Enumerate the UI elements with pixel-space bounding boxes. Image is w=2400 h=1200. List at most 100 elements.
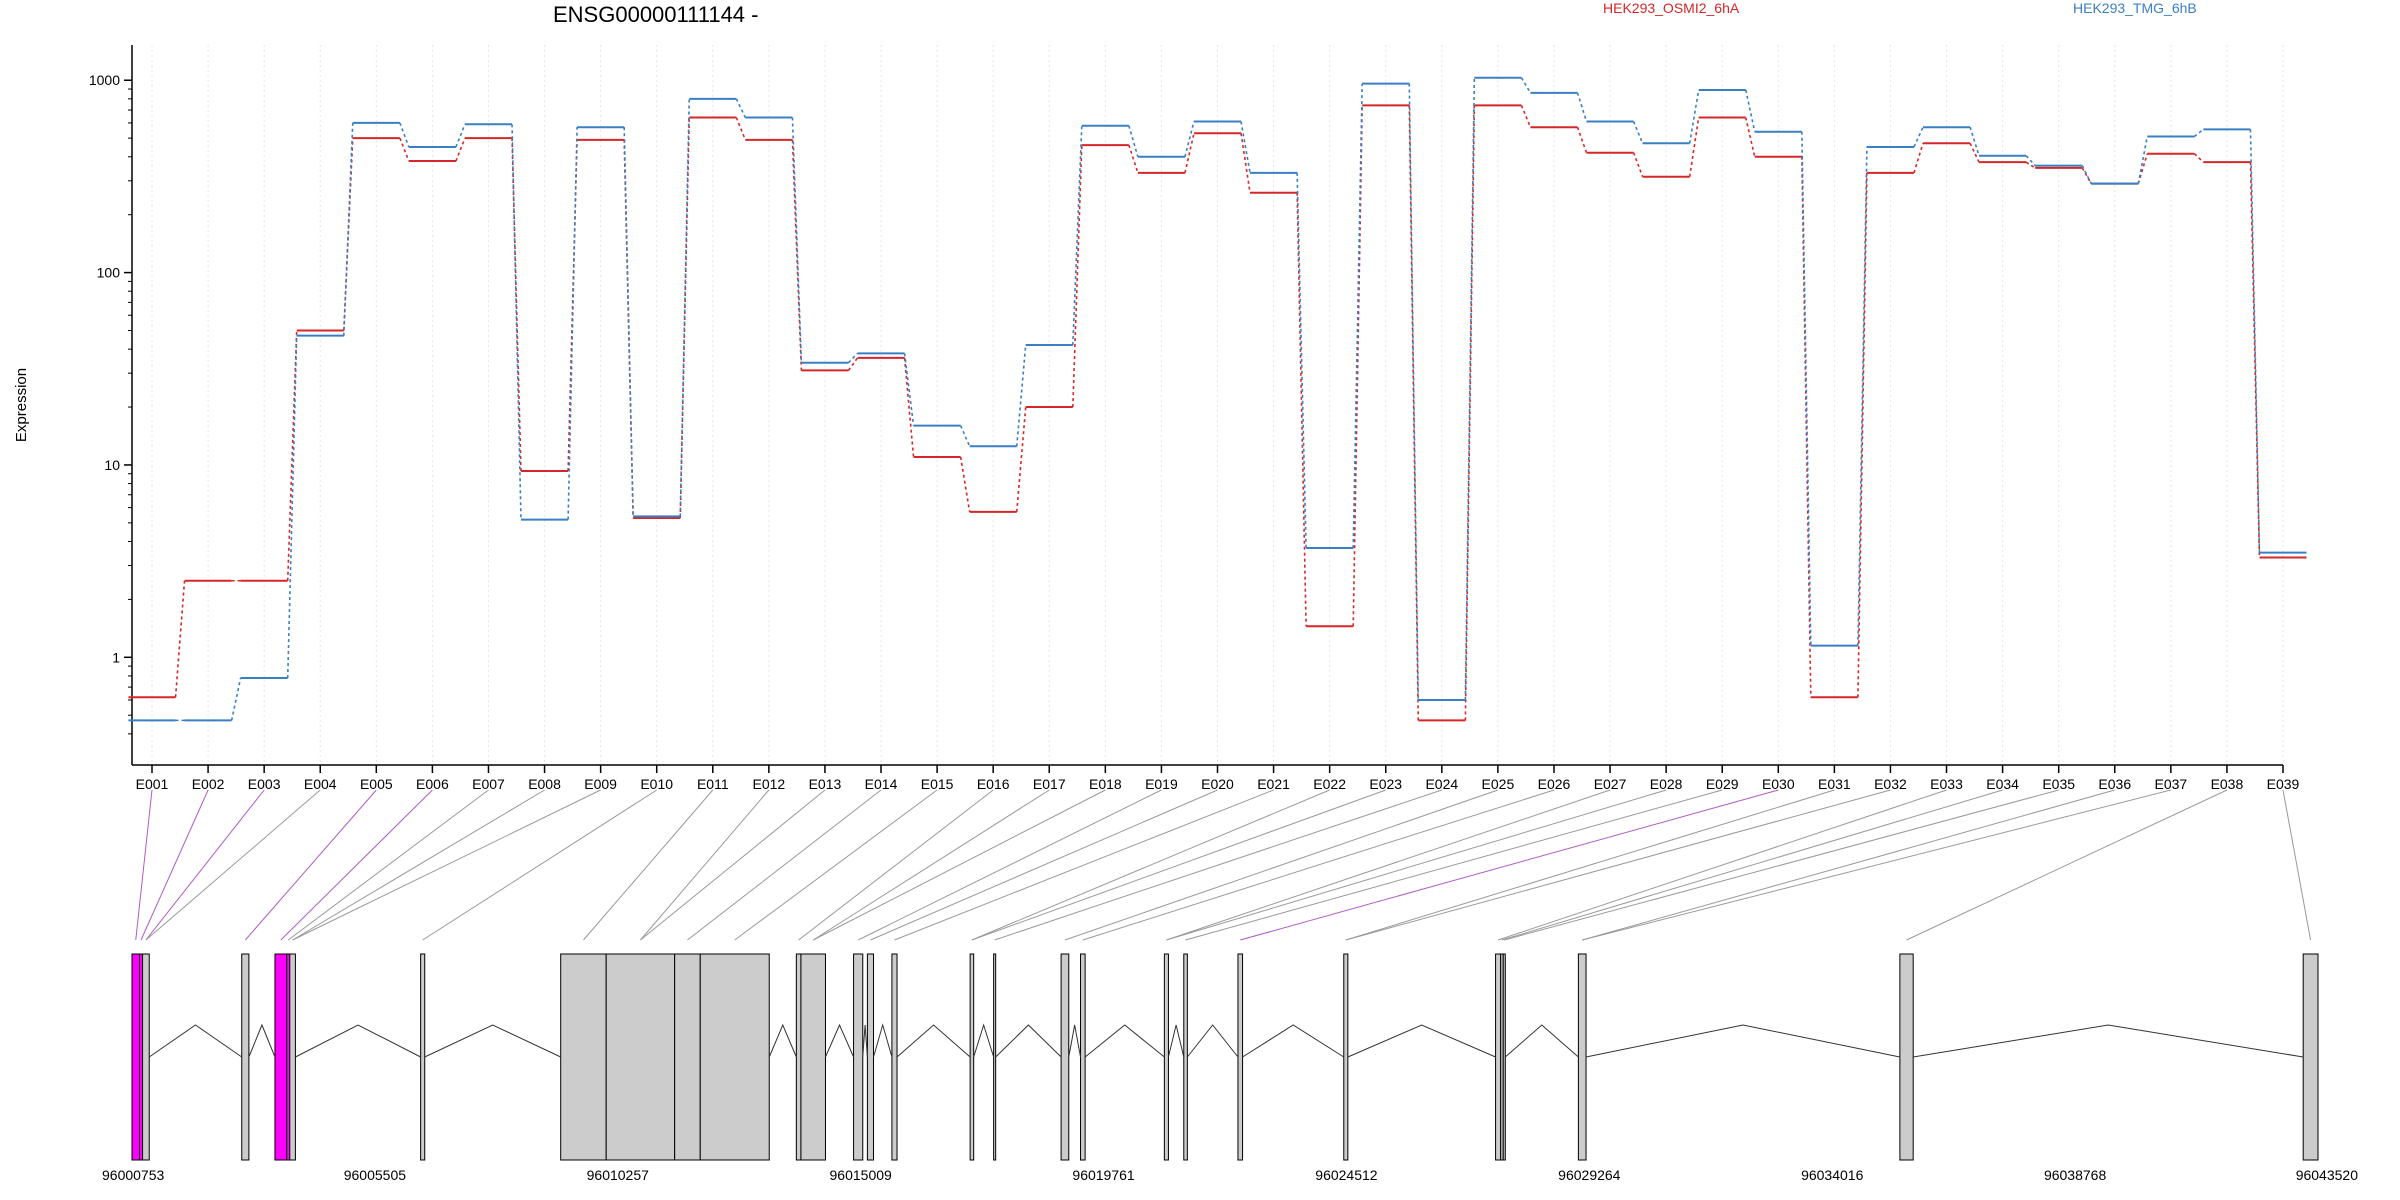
- intron-line: [1186, 1024, 1239, 1058]
- coordinate-label: 96043520: [2296, 1167, 2359, 1183]
- grid-lines: [151, 45, 2284, 765]
- exon-box: [560, 953, 607, 1161]
- x-tick-label-e022: E022: [1313, 776, 1346, 792]
- series-connector: [1913, 126, 1924, 148]
- series-connector: [623, 127, 634, 517]
- series-connector: [1801, 131, 1812, 646]
- series-osmi2: [128, 104, 2307, 722]
- exon-connector: [287, 789, 489, 941]
- series-connector: [567, 127, 578, 520]
- series-connector: [2137, 136, 2149, 184]
- series-connector: [1015, 406, 1027, 512]
- series-connector: [1352, 83, 1363, 549]
- series-connector: [1408, 83, 1420, 700]
- series-connector: [2137, 153, 2149, 184]
- exon-connector: [1906, 789, 2228, 941]
- series-connector: [1969, 126, 1980, 156]
- series-connector: [1520, 77, 1532, 94]
- series-connector: [791, 117, 803, 363]
- exon-box: [142, 953, 150, 1161]
- exon-box: [289, 953, 296, 1161]
- exon-connector: [145, 789, 265, 941]
- x-tick-label-e015: E015: [921, 776, 954, 792]
- exon-box: [969, 953, 975, 1161]
- exon-box: [131, 953, 141, 1161]
- series-connector: [1464, 77, 1476, 700]
- series-connector: [2193, 128, 2204, 138]
- intron-line: [1068, 1024, 1082, 1058]
- coordinate-label: 96029264: [1558, 1167, 1621, 1183]
- series-connector: [1128, 125, 1139, 157]
- y-tick-label: 10: [104, 457, 120, 473]
- series-connector: [399, 122, 410, 148]
- coordinate-label: 96015009: [830, 1167, 893, 1183]
- coordinate-label: 96038768: [2044, 1167, 2107, 1183]
- series-connector: [1688, 89, 1700, 144]
- series-connector: [1240, 121, 1251, 173]
- series-connector: [1688, 117, 1700, 177]
- x-tick-label-e027: E027: [1594, 776, 1627, 792]
- exon-connector: [422, 789, 657, 941]
- intron-line: [1084, 1024, 1165, 1058]
- exon-box: [891, 953, 898, 1161]
- exon-box: [420, 953, 426, 1161]
- intron-line: [148, 1024, 243, 1058]
- series-connector: [623, 139, 634, 518]
- intron-line: [1504, 1024, 1579, 1058]
- y-tick-label: 1: [112, 649, 120, 665]
- series-connector: [679, 98, 691, 517]
- intron-line: [995, 1024, 1062, 1058]
- series-connector: [1072, 125, 1083, 346]
- exon-connector: [870, 789, 1218, 941]
- exon-connector: [640, 789, 770, 941]
- intron-line: [1913, 1024, 2304, 1058]
- series-connector: [455, 124, 466, 148]
- exon-box: [2302, 953, 2319, 1161]
- coordinate-label: 96019761: [1072, 1167, 1135, 1183]
- coordinate-label: 96000753: [102, 1167, 165, 1183]
- series-connector: [903, 357, 915, 458]
- exon-box: [1163, 953, 1169, 1161]
- series-connector: [1184, 121, 1195, 157]
- exon-connector: [1064, 789, 1499, 941]
- exon-connector: [1501, 789, 2003, 941]
- exon-connector: [1582, 789, 2115, 941]
- series-connector: [2081, 167, 2092, 185]
- x-tick-label-e005: E005: [360, 776, 393, 792]
- x-tick-label-e028: E028: [1650, 776, 1683, 792]
- x-tick-label-e017: E017: [1033, 776, 1066, 792]
- intron-line: [896, 1024, 971, 1058]
- exon-box: [795, 953, 802, 1161]
- exon-box: [1237, 953, 1244, 1161]
- exon-connector: [292, 789, 601, 941]
- exon-box: [1183, 953, 1188, 1161]
- series-connector: [2025, 161, 2036, 169]
- exon-box: [1343, 953, 1349, 1161]
- intron-line: [862, 1024, 868, 1058]
- series-connector: [174, 580, 186, 698]
- intron-line: [248, 1023, 276, 1058]
- legend-series-tmg: HEK293_TMG_6hB: [2073, 0, 2197, 16]
- x-tick-label-e007: E007: [472, 776, 505, 792]
- x-tick-label-e024: E024: [1425, 776, 1458, 792]
- exon-connector: [640, 789, 826, 941]
- exon-box: [605, 953, 676, 1161]
- exon-box: [1502, 953, 1506, 1161]
- exon-connector: [140, 789, 209, 941]
- series-connector: [511, 138, 522, 472]
- series-connector: [399, 137, 410, 162]
- exon-box: [274, 953, 288, 1161]
- x-tick-label-e032: E032: [1874, 776, 1907, 792]
- x-tick-label-e030: E030: [1762, 776, 1795, 792]
- exon-connectors: [135, 789, 2312, 941]
- series-connector: [959, 456, 971, 513]
- x-tick-label-e026: E026: [1538, 776, 1571, 792]
- exon-box: [1577, 953, 1587, 1161]
- exon-connector: [244, 789, 377, 941]
- series-connector: [1352, 105, 1363, 627]
- intron-line: [1585, 1024, 1900, 1058]
- exon-connector: [145, 789, 321, 941]
- exon-connector: [798, 789, 994, 941]
- series-connector: [1015, 344, 1027, 447]
